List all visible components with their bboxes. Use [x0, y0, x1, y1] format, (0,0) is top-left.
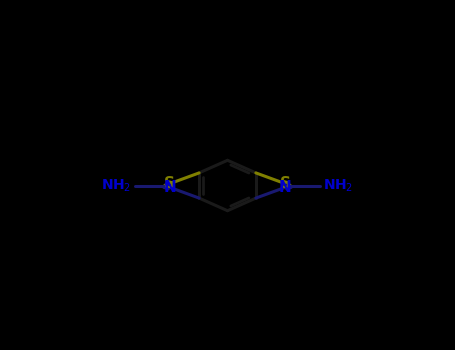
Text: N: N: [279, 180, 292, 195]
Text: S: S: [164, 176, 175, 191]
Text: N: N: [163, 180, 176, 195]
Text: NH$_2$: NH$_2$: [101, 177, 131, 194]
Text: S: S: [280, 176, 291, 191]
Text: NH$_2$: NH$_2$: [324, 177, 354, 194]
